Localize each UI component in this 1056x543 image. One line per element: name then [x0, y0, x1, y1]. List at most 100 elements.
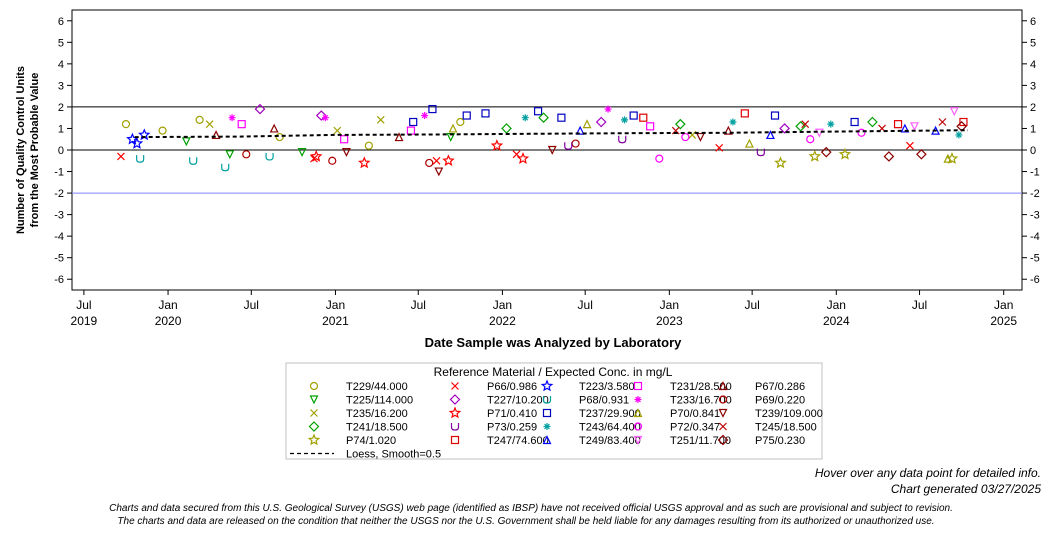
y-tick-label-left: 4	[58, 59, 64, 71]
legend-marker	[718, 408, 728, 418]
legend-label: P69/0.220	[755, 395, 805, 407]
legend-label: T223/3.580	[579, 381, 635, 393]
legend-marker	[717, 434, 729, 446]
data-point	[595, 116, 607, 128]
axes: 6 6 5 5 4 4 3 3 2 2 1 1 0 0 -1 -1 -2 -2 -3 -3 -4 -4 -5 -5 -6 -6 Ju…	[54, 16, 1040, 328]
data-point	[770, 111, 780, 120]
legend-label: P74/1.020	[346, 435, 396, 447]
legend-label: P73/0.259	[487, 422, 537, 434]
data-point	[604, 105, 612, 113]
data-point	[333, 126, 342, 135]
x-tick-year: 2021	[322, 314, 349, 328]
x-axis-label: Date Sample was Analyzed by Laboratory	[425, 335, 682, 350]
data-point	[808, 149, 822, 162]
legend-marker	[448, 406, 462, 419]
disclaimer-line-1: Charts and data secured from this U.S. G…	[109, 503, 953, 514]
data-point	[938, 118, 947, 126]
data-point	[364, 141, 373, 150]
data-point	[893, 120, 903, 129]
y-tick-label-left: -4	[54, 231, 64, 243]
plot-area	[71, 9, 1023, 291]
x-tick-year: 2024	[823, 314, 850, 328]
legend-marker	[449, 394, 461, 405]
hover-note: Hover over any data point for detailed i…	[815, 466, 1041, 480]
data-point	[744, 138, 754, 148]
x-tick-month: Jul	[912, 298, 927, 312]
x-tick-month: Jan	[326, 298, 345, 312]
data-point	[225, 150, 235, 160]
data-point	[729, 118, 737, 126]
legend-label: T239/109.000	[755, 408, 823, 420]
x-tick-year: 2020	[155, 314, 182, 328]
legend-marker	[309, 395, 319, 405]
data-point	[681, 132, 690, 142]
legend-marker	[451, 382, 459, 390]
x-tick-month: Jan	[994, 298, 1013, 312]
data-point	[867, 116, 878, 128]
data-point	[521, 114, 529, 122]
legend-label: T243/64.400	[579, 422, 641, 434]
legend-marker	[310, 409, 318, 417]
data-point	[490, 139, 504, 151]
data-point	[409, 117, 418, 127]
legend-label: P70/0.841	[670, 408, 720, 420]
y-tick-label-right: 4	[1030, 59, 1036, 71]
data-point	[121, 120, 131, 129]
data-point	[428, 104, 437, 114]
loess-line	[134, 129, 969, 139]
data-point	[432, 156, 441, 165]
y-tick-label-left: -2	[54, 188, 64, 200]
data-point	[533, 107, 543, 116]
data-point	[756, 148, 765, 157]
legend-label: P67/0.286	[755, 381, 805, 393]
y-tick-label-right: -1	[1030, 167, 1040, 179]
data-point	[850, 117, 859, 127]
legend-marker	[719, 422, 727, 431]
data-point	[297, 148, 307, 157]
data-point	[189, 157, 198, 165]
data-point	[425, 158, 434, 168]
legend-marker	[542, 435, 552, 445]
x-tick-year: 2022	[489, 314, 516, 328]
x-tick-month: Jul	[244, 298, 259, 312]
data-point	[394, 132, 404, 142]
legend-marker	[633, 408, 643, 418]
data-point	[695, 132, 705, 142]
x-tick-month: Jul	[76, 298, 91, 312]
y-tick-label-left: -5	[54, 253, 64, 265]
data-point	[900, 123, 910, 133]
data-point	[462, 111, 471, 120]
data-point	[434, 167, 444, 177]
data-point	[564, 142, 573, 150]
data-point	[857, 128, 866, 137]
legend-title: Reference Material / Expected Conc. in m…	[434, 365, 673, 379]
data-point	[481, 109, 490, 118]
data-point	[806, 135, 815, 144]
y-tick-label-right: 5	[1030, 37, 1036, 49]
y-tick-label-right: -6	[1030, 274, 1040, 286]
data-point	[883, 151, 895, 162]
data-point	[117, 152, 125, 161]
data-point	[655, 154, 664, 163]
data-point	[723, 125, 733, 135]
data-point	[421, 112, 429, 120]
data-point	[448, 123, 458, 133]
legend-label: P66/0.986	[487, 381, 537, 393]
legend-marker	[633, 381, 643, 391]
data-point	[774, 156, 787, 169]
x-tick-month: Jan	[660, 298, 679, 312]
data-point	[575, 125, 585, 135]
y-tick-label-left: 0	[58, 145, 64, 157]
data-point	[779, 123, 790, 134]
data-point	[582, 119, 592, 129]
data-point	[959, 117, 968, 127]
x-tick-month: Jan	[158, 298, 177, 312]
legend-label: T231/28.500	[670, 381, 732, 393]
data-point	[315, 110, 327, 121]
data-point	[358, 156, 371, 169]
y-tick-label-left: 5	[58, 37, 64, 49]
data-point	[310, 149, 323, 162]
generated-date: Chart generated 03/27/2025	[891, 482, 1041, 496]
legend-frame	[285, 362, 823, 460]
